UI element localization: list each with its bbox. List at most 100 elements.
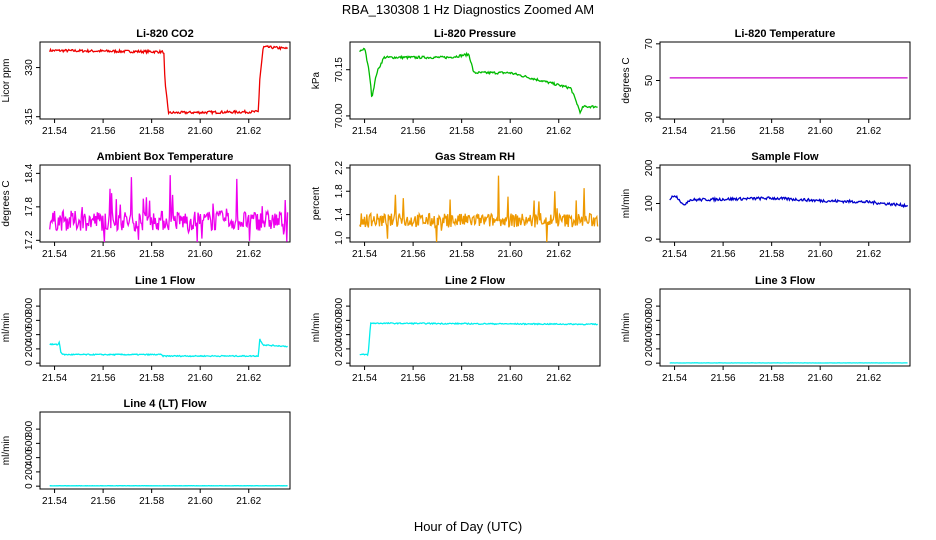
y-tick-label: 600 (644, 312, 655, 329)
x-tick-label: 21.60 (188, 249, 213, 260)
x-tick-label: 21.58 (139, 126, 164, 137)
series-line (49, 175, 289, 243)
plot-frame (659, 288, 911, 367)
chart-panel: Li-820 Pressure kPa 21.54 21.56 21.58 21.60 21… (311, 28, 601, 137)
x-tick-label: 21.56 (401, 373, 426, 384)
y-tick-label: 600 (24, 435, 35, 452)
x-tick-label: 21.60 (498, 373, 523, 384)
y-axis-label: degrees C (1, 180, 12, 226)
y-tick-label: 0 (644, 236, 655, 242)
x-tick-label: 21.54 (352, 126, 377, 137)
y-tick-label: 30 (644, 111, 655, 123)
panel-title: Line 1 Flow (135, 275, 195, 287)
x-tick-label: 21.58 (139, 249, 164, 260)
panel-title: Gas Stream RH (435, 151, 515, 163)
series-line (669, 194, 909, 209)
plot-frame (39, 288, 291, 367)
series-line (49, 45, 289, 116)
x-tick-label: 21.62 (236, 496, 261, 507)
y-axis-label: Licor ppm (1, 59, 12, 103)
x-tick-label: 21.54 (42, 249, 67, 260)
y-tick-label: 200 (334, 340, 345, 357)
panel-title: Li-820 CO2 (136, 28, 193, 40)
plot-frame (659, 41, 911, 120)
x-tick-label: 21.60 (808, 126, 833, 137)
y-tick-label: 200 (24, 340, 35, 357)
x-tick-label: 21.58 (759, 373, 784, 384)
x-tick-label: 21.56 (711, 373, 736, 384)
x-tick-label: 21.62 (546, 373, 571, 384)
panel-title: Line 2 Flow (445, 275, 505, 287)
x-tick-label: 21.56 (711, 126, 736, 137)
y-tick-label: 800 (644, 297, 655, 314)
x-tick-label: 21.58 (139, 373, 164, 384)
y-tick-label: 2.2 (334, 161, 345, 175)
x-tick-label: 21.58 (759, 126, 784, 137)
x-tick-label: 21.58 (449, 126, 474, 137)
x-tick-label: 21.56 (711, 249, 736, 260)
chart-panel: Line 2 Flow ml/min 21.54 21.56 21.58 21.60 21.… (311, 275, 601, 384)
y-tick-label: 400 (24, 326, 35, 343)
y-tick-label: 70.00 (334, 103, 345, 128)
chart-panel: Ambient Box Temperature degrees C 21.54 21.… (1, 151, 291, 260)
y-tick-label: 18.4 (24, 163, 35, 183)
y-tick-label: 50 (644, 75, 655, 87)
x-tick-label: 21.56 (91, 249, 116, 260)
y-tick-label: 315 (24, 108, 35, 125)
y-tick-label: 17.2 (24, 230, 35, 250)
x-tick-label: 21.62 (546, 249, 571, 260)
x-tick-label: 21.58 (449, 373, 474, 384)
y-axis-label: ml/min (621, 313, 632, 342)
y-tick-label: 400 (24, 449, 35, 466)
y-axis-label: degrees C (621, 57, 632, 103)
chart-panel: Li-820 Temperature degrees C 21.54 21.56 21.… (621, 28, 911, 137)
chart-panel: Li-820 CO2 Licor ppm 21.54 21.56 21.58 21.60 2… (1, 28, 291, 137)
chart-panel: Gas Stream RH percent 21.54 21.56 21.58 21.60… (311, 151, 601, 260)
x-tick-label: 21.62 (236, 126, 261, 137)
series-line (359, 175, 599, 243)
figure-title: RBA_130308 1 Hz Diagnostics Zoomed AM (342, 2, 594, 17)
y-axis-label: ml/min (1, 436, 12, 465)
series-line (359, 321, 599, 357)
plot-frame (349, 288, 601, 367)
y-tick-label: 400 (644, 326, 655, 343)
y-axis-label: ml/min (1, 313, 12, 342)
y-tick-label: 600 (24, 312, 35, 329)
y-axis-label: ml/min (621, 189, 632, 218)
chart-panel: Line 1 Flow ml/min 21.54 21.56 21.58 21.60 21.… (1, 275, 291, 384)
x-tick-label: 21.54 (42, 373, 67, 384)
x-tick-label: 21.60 (188, 126, 213, 137)
y-tick-label: 0 (24, 483, 35, 489)
y-tick-label: 800 (334, 297, 345, 314)
y-tick-label: 0 (644, 360, 655, 366)
x-tick-label: 21.58 (139, 496, 164, 507)
x-tick-label: 21.56 (91, 373, 116, 384)
x-tick-label: 21.54 (42, 126, 67, 137)
chart-panel: Line 3 Flow ml/min 21.54 21.56 21.58 21.60 21.… (621, 275, 911, 384)
y-tick-label: 330 (24, 59, 35, 76)
y-tick-label: 1.0 (334, 231, 345, 245)
y-tick-label: 1.4 (334, 207, 345, 221)
y-tick-label: 70 (644, 38, 655, 50)
y-tick-label: 400 (334, 326, 345, 343)
series-line (359, 47, 598, 115)
x-tick-label: 21.56 (401, 126, 426, 137)
y-tick-label: 600 (334, 312, 345, 329)
panel-title: Sample Flow (751, 151, 819, 163)
x-tick-label: 21.58 (759, 249, 784, 260)
panel-title: Li-820 Temperature (735, 28, 836, 40)
y-tick-label: 200 (644, 340, 655, 357)
y-tick-label: 200 (644, 159, 655, 176)
plot-frame (39, 164, 291, 243)
x-tick-label: 21.54 (352, 249, 377, 260)
x-tick-label: 21.62 (236, 249, 261, 260)
x-tick-label: 21.60 (188, 373, 213, 384)
x-tick-label: 21.60 (188, 496, 213, 507)
y-axis-label: ml/min (311, 313, 322, 342)
x-tick-label: 21.60 (498, 249, 523, 260)
y-tick-label: 800 (24, 420, 35, 437)
chart-panel: Sample Flow ml/min 21.54 21.56 21.58 21.60 21.… (621, 151, 911, 260)
x-tick-label: 21.54 (662, 249, 687, 260)
x-tick-label: 21.60 (808, 249, 833, 260)
